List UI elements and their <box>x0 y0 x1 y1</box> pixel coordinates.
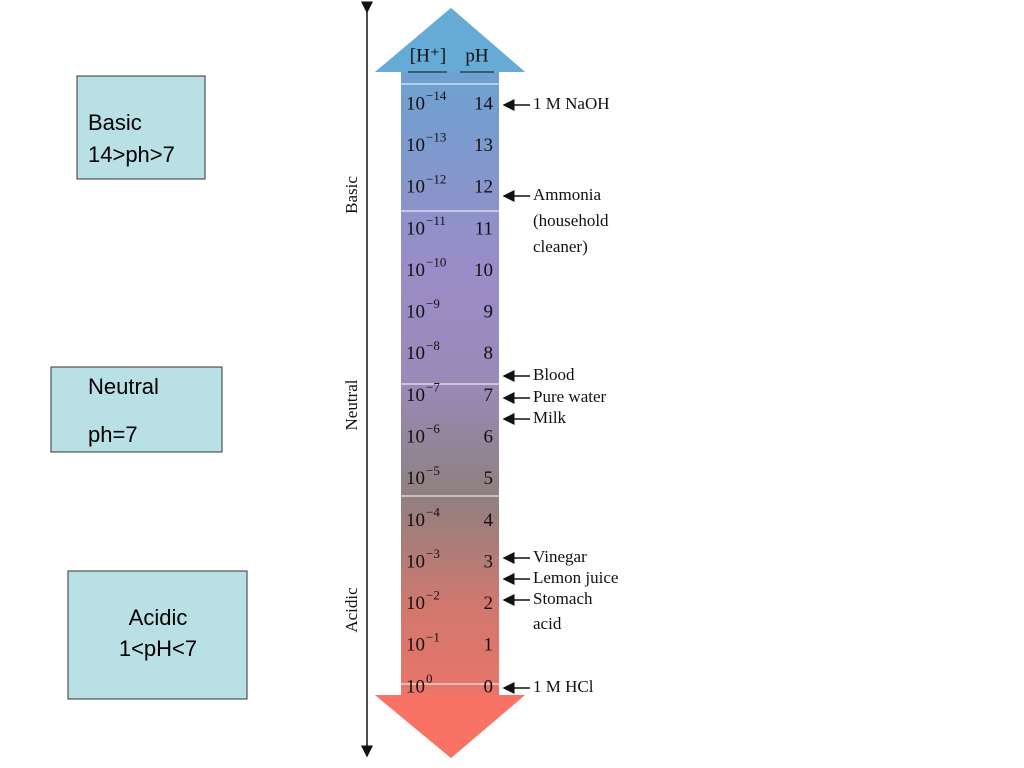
annotation: Blood <box>533 365 575 384</box>
box-text: Acidic <box>129 605 188 630</box>
annotation: Pure water <box>533 387 607 406</box>
ph-value: 13 <box>474 135 493 156</box>
concentration-exponent: −14 <box>426 88 447 103</box>
concentration-exponent: −2 <box>426 588 440 603</box>
side-label: Basic <box>342 176 361 214</box>
concentration-exponent: −10 <box>426 255 446 270</box>
concentration-base: 10 <box>406 93 425 114</box>
concentration-base: 10 <box>406 510 425 531</box>
ph-value: 8 <box>484 343 494 364</box>
header-concentration: [H⁺] <box>410 45 446 66</box>
concentration-base: 10 <box>406 551 425 572</box>
box-text: Basic <box>88 110 142 135</box>
concentration-base: 10 <box>406 302 425 323</box>
ph-value: 10 <box>474 260 493 281</box>
concentration-exponent: −9 <box>426 296 440 311</box>
annotation: Lemon juice <box>533 568 618 587</box>
concentration-base: 10 <box>406 676 425 697</box>
concentration-base: 10 <box>406 135 425 156</box>
ph-value: 2 <box>484 593 494 614</box>
concentration-exponent: −7 <box>426 379 440 394</box>
concentration-exponent: −8 <box>426 338 440 353</box>
concentration-exponent: −12 <box>426 171 446 186</box>
annotation: 1 M HCl <box>533 677 594 696</box>
concentration-exponent: −5 <box>426 463 440 478</box>
arrow-head-top <box>375 8 525 72</box>
concentration-exponent: −1 <box>426 629 440 644</box>
concentration-base: 10 <box>406 260 425 281</box>
info-box <box>67 570 248 700</box>
concentration-base: 10 <box>406 343 425 364</box>
concentration-base: 10 <box>406 635 425 656</box>
ph-value: 0 <box>484 676 494 697</box>
concentration-base: 10 <box>406 218 425 239</box>
annotation: (household <box>533 211 609 230</box>
annotation: Vinegar <box>533 547 587 566</box>
box-text: ph=7 <box>88 422 138 447</box>
info-box <box>76 75 206 180</box>
dividers <box>401 83 499 685</box>
side-label: Acidic <box>342 587 361 633</box>
concentration-base: 10 <box>406 385 425 406</box>
ph-arrow <box>375 8 525 758</box>
annotation: 1 M NaOH <box>533 94 610 113</box>
ph-value: 12 <box>474 177 493 198</box>
annotation: acid <box>533 614 562 633</box>
annotation: cleaner) <box>533 237 588 256</box>
box-text: 1<pH<7 <box>119 636 197 661</box>
concentration-base: 10 <box>406 427 425 448</box>
concentration-exponent: −6 <box>426 421 440 436</box>
concentration-exponent: 0 <box>426 671 433 686</box>
ph-value: 4 <box>484 510 494 531</box>
side-label: Neutral <box>342 379 361 430</box>
ph-value: 14 <box>474 93 494 114</box>
ph-value: 9 <box>484 302 494 323</box>
ph-value: 11 <box>475 218 493 239</box>
concentration-exponent: −13 <box>426 130 446 145</box>
concentration-exponent: −4 <box>426 504 440 519</box>
concentration-exponent: −11 <box>426 213 446 228</box>
ph-value: 7 <box>484 385 494 406</box>
info-box <box>50 366 223 453</box>
box-text: Neutral <box>88 374 159 399</box>
concentration-base: 10 <box>406 177 425 198</box>
annotation: Stomach <box>533 589 593 608</box>
box-text: 14>ph>7 <box>88 142 175 167</box>
concentration-base: 10 <box>406 593 425 614</box>
concentration-exponent: −3 <box>426 546 440 561</box>
ph-value: 3 <box>484 551 494 572</box>
concentration-base: 10 <box>406 468 425 489</box>
header-ph: pH <box>465 45 489 66</box>
arrow-head-bottom <box>375 695 525 758</box>
ph-value: 1 <box>484 635 494 656</box>
ph-value: 6 <box>484 427 494 448</box>
annotation: Milk <box>533 408 567 427</box>
ph-value: 5 <box>484 468 494 489</box>
annotation: Ammonia <box>533 185 601 204</box>
